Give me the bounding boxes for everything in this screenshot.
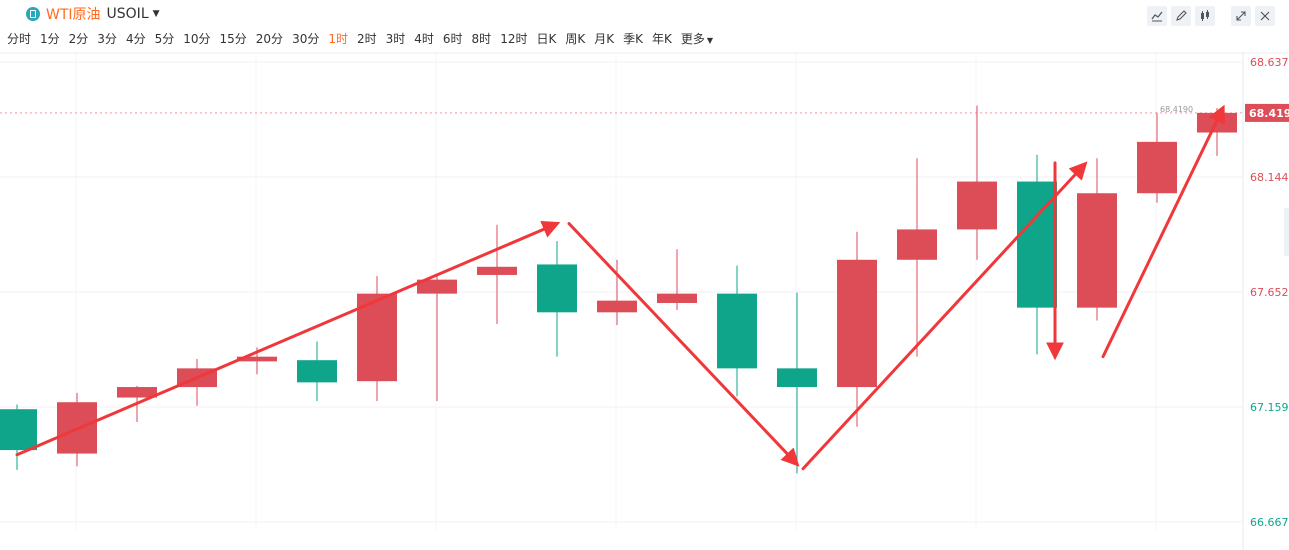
- candle: [897, 158, 937, 357]
- candle: [837, 231, 877, 427]
- period-tab[interactable]: 月K: [594, 31, 615, 46]
- period-tab[interactable]: 3分: [97, 31, 117, 46]
- price-tick-label: 68.1445: [1250, 171, 1289, 184]
- candle: [957, 105, 997, 260]
- period-tab[interactable]: 5分: [154, 31, 175, 46]
- period-tab[interactable]: 30分: [292, 31, 320, 46]
- candle-body: [117, 387, 157, 398]
- candle-body: [477, 266, 517, 275]
- trend-arrow: [801, 161, 1088, 471]
- period-tab[interactable]: 1时: [328, 31, 348, 46]
- candle: [1077, 158, 1117, 321]
- candle-body: [417, 279, 457, 294]
- candle: [717, 265, 757, 397]
- line-tool-icon[interactable]: [1147, 6, 1167, 26]
- candle-body: [837, 259, 877, 388]
- period-tab[interactable]: 2分: [68, 31, 89, 46]
- candle: [357, 276, 397, 402]
- period-tab[interactable]: 12时: [500, 31, 528, 46]
- current-price-small-label: 68.4190: [1160, 105, 1193, 114]
- trend-arrow: [1101, 104, 1225, 359]
- candle-body: [777, 368, 817, 388]
- period-tab[interactable]: 6时: [442, 31, 463, 46]
- candle-body: [357, 293, 397, 382]
- chart-header: WTI原油 USOIL ▼ 分时 1分 2分 3分 4分 5分 10分 15分 20分 30分 1时…: [0, 0, 1289, 52]
- period-tab[interactable]: 20分: [255, 31, 284, 46]
- period-tab[interactable]: 2时: [356, 31, 377, 46]
- candle-body: [897, 229, 937, 260]
- candle-body: [597, 300, 637, 313]
- symbol-name: WTI原油: [46, 7, 101, 23]
- candle-body: [297, 360, 337, 383]
- candle-body: [717, 293, 757, 369]
- candle: [1137, 112, 1177, 203]
- period-tab[interactable]: 分时: [7, 31, 32, 46]
- candle-body: [537, 264, 577, 313]
- expand-icon[interactable]: [1231, 6, 1251, 26]
- candle: [477, 224, 517, 324]
- period-tab[interactable]: 10分: [183, 31, 211, 46]
- period-tab[interactable]: 日K: [536, 31, 557, 46]
- symbol-logo-icon: [26, 7, 40, 21]
- price-tick-label: 67.1595: [1250, 401, 1289, 414]
- candle: [537, 241, 577, 357]
- chevron-down-icon[interactable]: ▼: [152, 9, 160, 19]
- current-price-value: 68.4190: [1249, 107, 1289, 120]
- toolbar: [1143, 6, 1275, 26]
- scroll-handle[interactable]: [1284, 208, 1289, 256]
- trend-arrows: [15, 104, 1225, 471]
- price-tick-label: 68.6370: [1250, 56, 1289, 69]
- period-tab[interactable]: 更多 ▼: [680, 31, 714, 46]
- candles: [0, 105, 1237, 474]
- draw-pen-icon[interactable]: [1171, 6, 1191, 26]
- candle-body: [657, 293, 697, 303]
- candle: [1017, 154, 1057, 355]
- candle: [417, 273, 457, 402]
- period-tab[interactable]: 1分: [40, 31, 60, 46]
- candle: [0, 404, 37, 470]
- period-tab[interactable]: 8时: [471, 31, 492, 46]
- period-tab[interactable]: 15分: [219, 31, 247, 46]
- candle: [297, 341, 337, 402]
- caret-down-icon: ▼: [706, 35, 714, 45]
- candle: [777, 292, 817, 474]
- candle-body: [957, 181, 997, 230]
- candle-body: [1077, 193, 1117, 308]
- candle-body: [0, 409, 37, 451]
- period-tab[interactable]: 年K: [651, 31, 672, 46]
- indicator-icon[interactable]: [1195, 6, 1215, 26]
- period-tab[interactable]: 4分: [125, 31, 146, 46]
- price-tick-label: 66.6670: [1250, 516, 1289, 529]
- period-tabs: 分时 1分 2分 3分 4分 5分 10分 15分 20分 30分 1时 2时 3时 4时 6时 8时 12时日…: [7, 28, 722, 48]
- trend-arrow: [15, 220, 561, 457]
- period-tab[interactable]: 周K: [565, 31, 586, 46]
- candle: [657, 249, 697, 310]
- period-tab[interactable]: 季K: [623, 31, 643, 46]
- price-axis: 68.6370 68.1445 67.6520 67.1595 66.6670 68.41…: [1160, 56, 1289, 529]
- period-tab[interactable]: 4时: [414, 31, 434, 46]
- symbol-selector[interactable]: WTI原油 USOIL ▼: [0, 3, 160, 25]
- candle-body: [237, 356, 277, 362]
- trend-arrow: [567, 222, 800, 467]
- close-icon[interactable]: [1255, 6, 1275, 26]
- candlestick-chart[interactable]: 68.6370 68.1445 67.6520 67.1595 66.6670 68.41…: [0, 52, 1289, 550]
- candle-body: [1137, 141, 1177, 194]
- symbol-code: USOIL: [106, 6, 149, 22]
- candle: [597, 259, 637, 326]
- price-tick-label: 67.6520: [1250, 286, 1289, 299]
- current-price-tag: [1245, 103, 1289, 122]
- period-tab[interactable]: 3时: [385, 31, 406, 46]
